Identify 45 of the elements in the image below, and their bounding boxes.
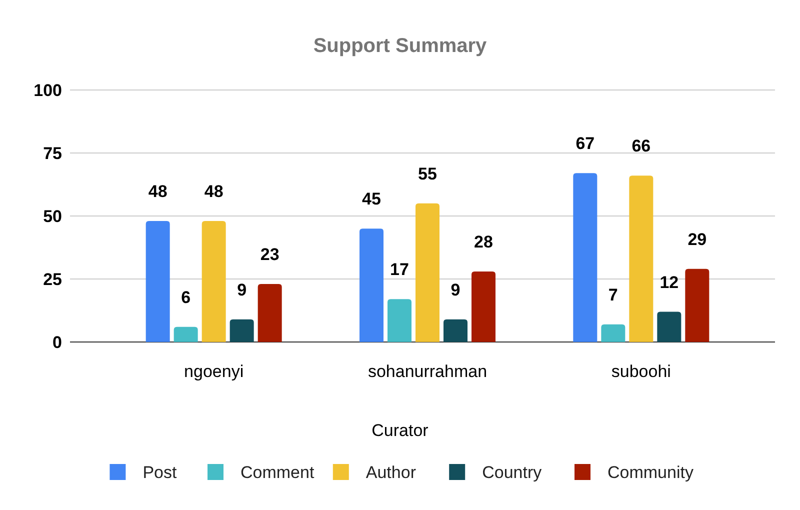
bar xyxy=(444,319,468,342)
y-tick-label: 25 xyxy=(43,270,62,289)
x-tick-label: suboohi xyxy=(611,362,671,381)
bar xyxy=(146,221,170,342)
bar xyxy=(573,173,598,342)
bar xyxy=(174,326,198,342)
data-label: 9 xyxy=(450,280,460,300)
bar xyxy=(416,203,440,342)
y-tick-label: 75 xyxy=(43,144,62,163)
legend-label: Comment xyxy=(240,463,314,482)
data-label: 66 xyxy=(632,136,651,156)
y-tick-label: 100 xyxy=(34,81,62,100)
data-label: 28 xyxy=(474,232,493,252)
bar xyxy=(258,284,282,342)
x-tick-label: ngoenyi xyxy=(184,362,244,381)
legend-label: Post xyxy=(142,463,177,482)
bar xyxy=(629,176,654,342)
data-label: 48 xyxy=(148,182,168,202)
x-axis-title: Curator xyxy=(372,421,429,440)
y-tick-label: 50 xyxy=(43,207,62,226)
x-tick-label: sohanurrahman xyxy=(368,362,488,381)
data-label: 29 xyxy=(688,230,707,249)
bar xyxy=(388,299,412,342)
bar xyxy=(472,271,496,342)
data-label: 7 xyxy=(608,285,618,304)
y-tick-label: 0 xyxy=(52,333,62,352)
legend-label: Community xyxy=(608,463,694,482)
bar xyxy=(601,324,626,342)
bar xyxy=(202,221,226,342)
legend-label: Country xyxy=(482,463,542,482)
bar xyxy=(685,268,710,342)
data-label: 48 xyxy=(204,182,224,202)
data-label: 23 xyxy=(260,245,280,264)
data-label: 17 xyxy=(390,260,409,280)
data-label: 45 xyxy=(362,190,381,209)
data-label: 67 xyxy=(576,134,595,154)
legend-label: Author xyxy=(366,463,416,482)
data-label: 55 xyxy=(418,164,437,184)
bar xyxy=(657,312,682,342)
data-label: 6 xyxy=(181,288,191,307)
bar xyxy=(360,228,384,342)
bar xyxy=(230,319,254,342)
data-label: 12 xyxy=(660,272,679,292)
data-label: 9 xyxy=(237,280,247,300)
chart-title: Support Summary xyxy=(313,35,488,57)
